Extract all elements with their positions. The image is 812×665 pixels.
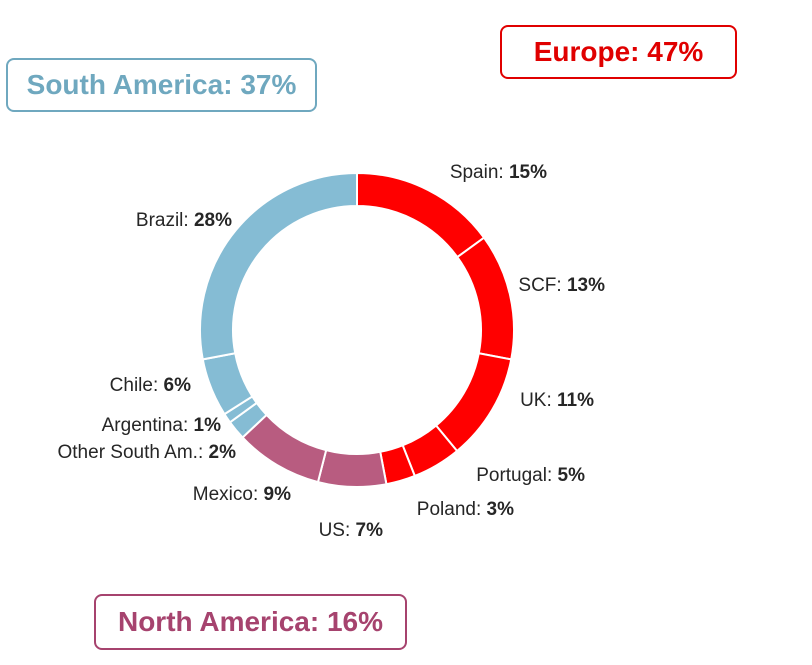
region-label-south-america: South America:: [26, 69, 233, 100]
donut-slice-labels: Spain: 15% SCF: 13% UK: 11% Portugal: 5% Pol…: [58, 162, 606, 541]
slice-name: US:: [319, 520, 356, 541]
slice-uk: [434, 352, 513, 453]
slice-name: Portugal:: [476, 465, 557, 486]
slice-name: SCF:: [518, 275, 567, 296]
slice-value: 13%: [567, 275, 605, 296]
slice-value: 7%: [356, 520, 384, 541]
region-box-north-america: North America: 16%: [94, 594, 407, 650]
slice-label-poland: Poland: 3%: [417, 499, 514, 520]
slice-value: 1%: [194, 415, 222, 436]
slice-name: Argentina:: [102, 415, 194, 436]
slice-value: 6%: [164, 375, 192, 396]
slice-label-argentina: Argentina: 1%: [102, 415, 221, 436]
slice-value: 5%: [558, 465, 586, 486]
slice-spain: [356, 171, 486, 259]
region-box-south-america: South America: 37%: [6, 58, 317, 112]
region-value-south-america: 37%: [240, 69, 297, 100]
slice-label-uk: UK: 11%: [520, 390, 594, 411]
region-label-europe: Europe:: [533, 36, 640, 67]
slice-name: Spain:: [450, 162, 509, 183]
slice-name: Mexico:: [193, 484, 264, 505]
slice-value: 2%: [209, 442, 237, 463]
donut-slices: [199, 171, 515, 488]
slice-value: 3%: [487, 499, 515, 520]
slice-name: Brazil:: [136, 210, 194, 231]
slice-value: 9%: [264, 484, 292, 505]
region-box-europe: Europe: 47%: [500, 25, 737, 79]
slice-us: [316, 448, 388, 488]
slice-brazil: [199, 171, 358, 361]
slice-name: Chile:: [110, 375, 164, 396]
slice-label-spain: Spain: 15%: [450, 162, 547, 183]
slice-name: Poland:: [417, 499, 487, 520]
slice-value: 28%: [194, 210, 232, 231]
slice-value: 11%: [557, 390, 594, 411]
slice-label-brazil: Brazil: 28%: [136, 210, 232, 231]
region-value-north-america: 16%: [326, 606, 384, 637]
slice-name: UK:: [520, 390, 557, 411]
slice-scf: [455, 236, 515, 361]
slice-label-other-south-am: Other South Am.: 2%: [58, 442, 237, 463]
slice-label-mexico: Mexico: 9%: [193, 484, 291, 505]
slice-label-scf: SCF: 13%: [518, 275, 605, 296]
slice-label-chile: Chile: 6%: [110, 375, 191, 396]
slice-value: 15%: [509, 162, 547, 183]
slice-label-portugal: Portugal: 5%: [476, 465, 585, 486]
slice-label-us: US: 7%: [319, 520, 384, 541]
region-value-europe: 47%: [647, 36, 704, 67]
region-label-north-america: North America:: [117, 606, 320, 637]
slice-name: Other South Am.:: [58, 442, 209, 463]
